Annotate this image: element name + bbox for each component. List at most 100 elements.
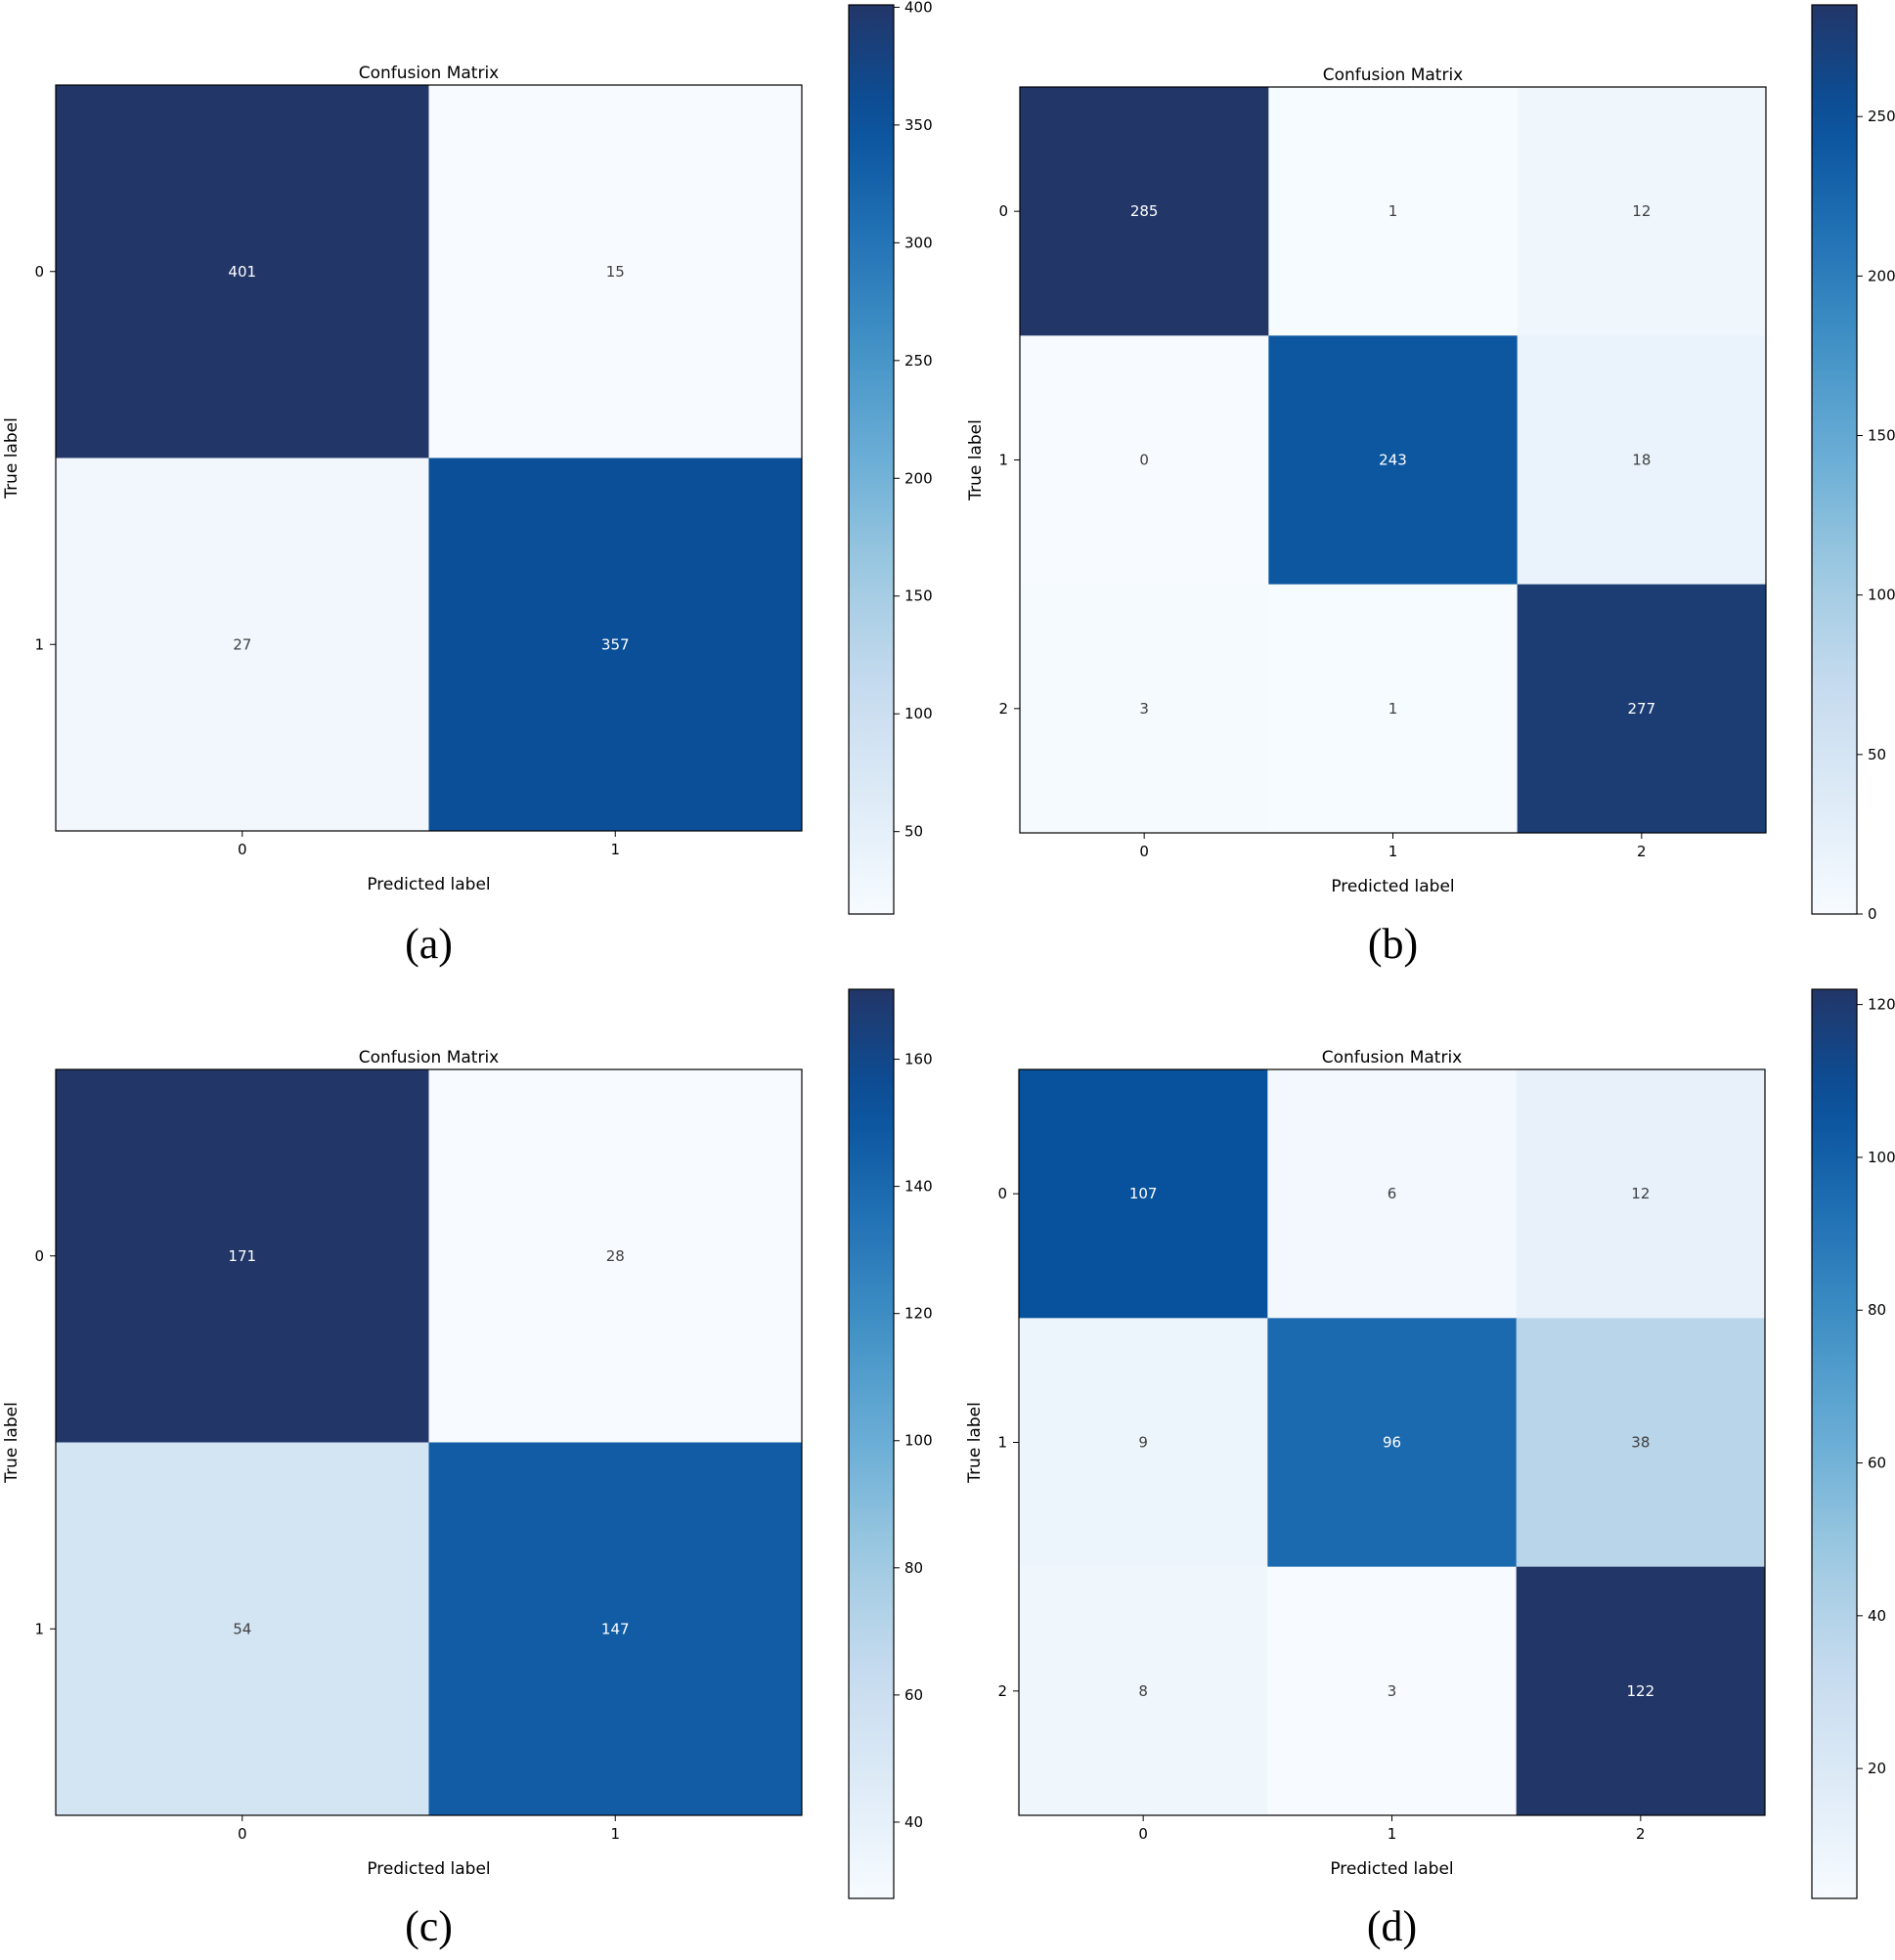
colorbar-tick-label-5: 300 bbox=[904, 234, 933, 251]
colorbar-tick-label-4: 100 bbox=[1868, 1149, 1895, 1166]
y-axis-label: True label bbox=[966, 419, 986, 501]
colorbar-tick-label-4: 200 bbox=[1868, 267, 1895, 284]
x-axis-label: Predicted label bbox=[367, 1859, 490, 1879]
cell-value-0-1: 1 bbox=[1388, 202, 1398, 220]
panel-caption: (a) bbox=[405, 920, 453, 968]
colorbar-tick-label-3: 200 bbox=[904, 469, 933, 487]
cell-value-2-0: 8 bbox=[1138, 1682, 1148, 1700]
colorbar-tick-label-0: 50 bbox=[904, 823, 923, 841]
cell-value-2-2: 277 bbox=[1628, 700, 1656, 718]
cell-value-1-2: 18 bbox=[1632, 452, 1651, 469]
colorbar-tick-label-2: 80 bbox=[904, 1559, 923, 1577]
cell-value-1-1: 243 bbox=[1379, 452, 1407, 469]
y-tick-label-1: 1 bbox=[34, 1620, 44, 1637]
colorbar-tick-label-0: 0 bbox=[1868, 905, 1877, 923]
x-axis-label: Predicted label bbox=[367, 875, 490, 894]
cell-1-0 bbox=[1020, 335, 1269, 586]
cell-value-0-2: 12 bbox=[1631, 1185, 1650, 1202]
cell-1-1 bbox=[1267, 1318, 1518, 1568]
cell-2-1 bbox=[1268, 584, 1519, 834]
plot-frame bbox=[55, 1068, 803, 1816]
cell-value-1-2: 38 bbox=[1631, 1434, 1650, 1452]
colorbar bbox=[1811, 4, 1858, 915]
cell-value-2-0: 3 bbox=[1139, 700, 1149, 718]
x-tick-label-1: 1 bbox=[1388, 1825, 1397, 1843]
cell-1-0 bbox=[56, 457, 429, 832]
cell-value-1-1: 357 bbox=[601, 635, 630, 653]
colorbar-tick-label-3: 150 bbox=[1868, 427, 1895, 445]
x-tick-label-0: 0 bbox=[1139, 843, 1149, 860]
cell-value-1-1: 96 bbox=[1383, 1434, 1401, 1452]
y-axis-label: True label bbox=[2, 1402, 22, 1484]
cell-2-2 bbox=[1517, 584, 1767, 834]
cell-1-1 bbox=[428, 1442, 803, 1816]
cell-value-2-1: 1 bbox=[1388, 700, 1398, 718]
cell-0-1 bbox=[1268, 87, 1519, 336]
cell-2-0 bbox=[1019, 1566, 1268, 1816]
colorbar-tick-label-1: 60 bbox=[904, 1686, 923, 1704]
cell-0-1 bbox=[428, 85, 803, 458]
y-tick-label-0: 0 bbox=[34, 1247, 44, 1265]
x-tick-label-0: 0 bbox=[1138, 1825, 1148, 1843]
x-tick-label-0: 0 bbox=[238, 841, 247, 858]
cell-value-1-0: 27 bbox=[233, 635, 251, 653]
x-tick-label-1: 1 bbox=[610, 1825, 620, 1843]
y-axis-label: True label bbox=[2, 417, 22, 500]
colorbar-tick-label-7: 400 bbox=[904, 0, 933, 16]
cell-2-0 bbox=[1020, 584, 1269, 834]
cell-1-2 bbox=[1517, 335, 1767, 586]
y-tick-label-2: 2 bbox=[997, 1682, 1007, 1700]
panel-caption: (d) bbox=[1367, 1902, 1417, 1950]
cell-0-2 bbox=[1517, 87, 1767, 336]
cell-0-0 bbox=[1019, 1069, 1268, 1319]
cell-value-2-1: 3 bbox=[1388, 1682, 1397, 1700]
cell-value-0-1: 28 bbox=[606, 1247, 625, 1265]
cell-value-2-2: 122 bbox=[1627, 1682, 1655, 1700]
chart-title: Confusion Matrix bbox=[359, 1048, 500, 1067]
cell-0-0 bbox=[56, 1069, 429, 1443]
y-axis-label: True label bbox=[965, 1402, 985, 1484]
cell-1-0 bbox=[56, 1442, 429, 1816]
cell-0-1 bbox=[428, 1069, 803, 1443]
cell-value-1-0: 9 bbox=[1138, 1434, 1148, 1452]
cell-value-0-0: 107 bbox=[1129, 1185, 1158, 1202]
cell-value-0-0: 401 bbox=[228, 263, 256, 281]
cell-0-0 bbox=[56, 85, 429, 458]
cell-2-2 bbox=[1516, 1566, 1766, 1816]
panel-0: 401 15 27 357 Confusion Matrix 0 1 0 1 Predicted … bbox=[2, 0, 933, 968]
colorbar-tick-label-6: 350 bbox=[904, 116, 933, 134]
colorbar-tick-label-5: 120 bbox=[1868, 996, 1895, 1014]
chart-title: Confusion Matrix bbox=[1322, 1048, 1463, 1067]
colorbar-tick-label-1: 100 bbox=[904, 705, 933, 722]
x-axis-label: Predicted label bbox=[1331, 877, 1454, 896]
panel-caption: (c) bbox=[405, 1902, 453, 1950]
x-axis-label: Predicted label bbox=[1330, 1859, 1453, 1879]
cell-1-1 bbox=[1268, 335, 1519, 586]
colorbar bbox=[848, 988, 895, 1899]
y-tick-label-0: 0 bbox=[997, 1185, 1007, 1202]
colorbar-tick-label-2: 60 bbox=[1868, 1455, 1886, 1472]
cell-value-1-0: 0 bbox=[1139, 452, 1149, 469]
colorbar-tick-label-3: 100 bbox=[904, 1432, 933, 1450]
cell-1-2 bbox=[1516, 1318, 1766, 1568]
y-tick-label-1: 1 bbox=[997, 1434, 1007, 1452]
panel-2: 171 28 54 147 Confusion Matrix 0 1 0 1 Predicted … bbox=[2, 988, 933, 1950]
cell-value-0-2: 12 bbox=[1632, 202, 1651, 220]
x-tick-label-1: 1 bbox=[1388, 843, 1398, 860]
colorbar-tick-label-5: 250 bbox=[1868, 108, 1895, 125]
x-tick-label-2: 2 bbox=[1636, 1825, 1646, 1843]
cell-2-1 bbox=[1267, 1566, 1518, 1816]
cell-value-0-0: 171 bbox=[228, 1247, 256, 1265]
colorbar-tick-label-4: 120 bbox=[904, 1305, 933, 1323]
y-tick-label-0: 0 bbox=[34, 263, 44, 281]
colorbar bbox=[1811, 988, 1858, 1899]
cell-value-1-1: 147 bbox=[601, 1620, 630, 1637]
y-tick-label-1: 1 bbox=[998, 452, 1008, 469]
cell-0-2 bbox=[1516, 1069, 1766, 1319]
colorbar-tick-label-1: 50 bbox=[1868, 746, 1886, 763]
cell-value-1-0: 54 bbox=[233, 1620, 251, 1637]
cell-value-0-1: 6 bbox=[1388, 1185, 1397, 1202]
colorbar-tick-label-2: 150 bbox=[904, 588, 933, 605]
